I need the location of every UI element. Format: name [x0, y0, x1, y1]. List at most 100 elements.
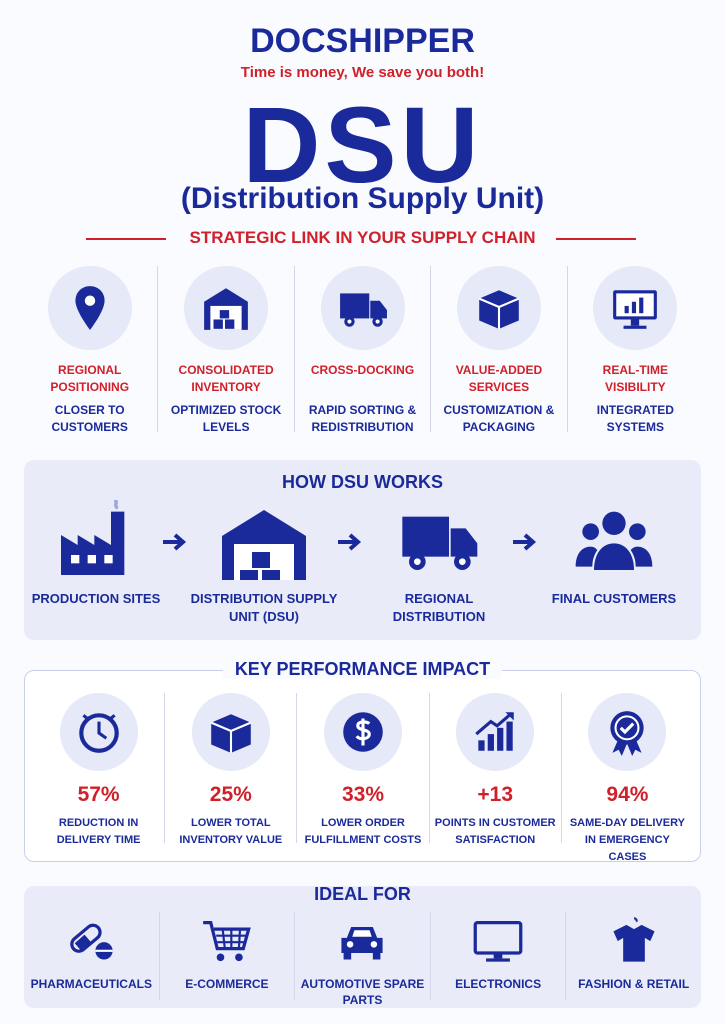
icon-shape: [371, 941, 378, 948]
industry-label: FASHION & RETAIL: [578, 977, 690, 991]
icon-shape: [414, 558, 421, 565]
icon-circle: [456, 693, 535, 771]
step-label: PRODUCTION SITES: [31, 591, 161, 606]
icon-shape: [78, 713, 119, 753]
feature: VALUE-ADDED SERVICES CUSTOMIZATION & PACK…: [430, 266, 566, 434]
step: PRODUCTION SITES: [21, 500, 171, 608]
arrow: [513, 533, 537, 551]
industry-label: E-COMMERCE: [185, 977, 269, 991]
icon: [343, 712, 383, 752]
title: DSU: [242, 84, 483, 205]
icon-shape: [478, 297, 520, 329]
impact-item: 94% SAME-DAY DELIVERY IN EMERGENCY CASES: [560, 693, 693, 863]
icon-shape: [624, 305, 630, 314]
icon-shape: [639, 297, 644, 314]
tagline: Time is money, We save you both!: [240, 64, 485, 81]
icon-shape: [113, 500, 119, 510]
impact-value: 57%: [77, 783, 120, 806]
icon-shape: [210, 721, 251, 753]
icon: [613, 290, 658, 329]
feature: CROSS-DOCKING RAPID SORTING & REDISTRIBUT…: [293, 266, 430, 434]
rule: [86, 238, 166, 240]
panel-heading: KEY PERFORMANCE IMPACT: [25, 659, 700, 680]
icon-circle: [588, 693, 667, 771]
icon-shape: [614, 715, 640, 741]
arrow: [338, 533, 362, 551]
icon: [204, 288, 248, 330]
icon-shape: [594, 543, 634, 570]
industry: ELECTRONICS: [429, 912, 566, 1000]
icon-circle: [320, 266, 405, 350]
icon-shape: [87, 555, 96, 564]
icon: [210, 714, 251, 753]
impact-value: 94%: [606, 783, 649, 806]
icon: [613, 917, 655, 962]
icon-shape: [582, 523, 599, 540]
icon-shape: [352, 930, 373, 937]
icon-shape: [70, 923, 102, 953]
industry-label: AUTOMOTIVE SPARE PARTS: [300, 977, 425, 1007]
icon-shape: [630, 546, 653, 567]
step-label: REGIONAL DISTRIBUTION: [392, 591, 486, 624]
icon-shape: [620, 722, 635, 735]
feature: REAL-TIME VISIBILITY INTEGRATED SYSTEMS: [566, 266, 703, 434]
impact-value: 25%: [209, 783, 252, 806]
step-label: FINAL CUSTOMERS: [551, 591, 677, 606]
icon-shape: [632, 301, 637, 314]
icon-shape: [252, 552, 270, 568]
icon-shape: [219, 310, 230, 319]
icon-shape: [214, 928, 249, 949]
feature-title: REAL-TIME VISIBILITY: [602, 363, 668, 394]
icon-shape: [459, 558, 466, 565]
icon-circle: [456, 266, 541, 350]
icon-shape: [493, 953, 503, 959]
impact-text: POINTS IN CUSTOMER SATISFACTION: [434, 817, 556, 846]
icon-shape: [235, 953, 243, 962]
icon-circle: [324, 693, 402, 771]
icon: [402, 516, 478, 570]
industry: E-COMMERCE: [158, 912, 295, 1000]
feature-text: OPTIMIZED STOCK LEVELS: [170, 403, 282, 434]
icon-shape: [478, 740, 485, 751]
icon: [473, 921, 523, 962]
industry-label: ELECTRONICS: [455, 977, 542, 991]
icon-shape: [450, 528, 478, 557]
panel-heading: HOW DSU WORKS: [282, 472, 443, 492]
icon-shape: [75, 286, 105, 330]
feature-text: CUSTOMIZATION & PACKAGING: [443, 403, 555, 434]
icon-circle: [184, 266, 269, 350]
icon: [475, 712, 514, 751]
icon-shape: [240, 570, 258, 580]
feature-title: CONSOLIDATED INVENTORY: [178, 363, 274, 394]
icon-shape: [61, 511, 125, 575]
icon-circle: [593, 266, 678, 350]
icon-shape: [104, 555, 113, 564]
icon-shape: [369, 300, 387, 319]
icon-shape: [347, 941, 354, 948]
ideal-row: PHARMACEUTICALS E-COMMERCE AUTOMOTIVE SPAR…: [24, 912, 701, 1007]
icon-shape: [213, 319, 223, 329]
logo: DOCSHIPPER: [250, 22, 475, 60]
arrow-shape: [338, 533, 362, 551]
icon-circle: [191, 693, 270, 771]
icon: [61, 500, 125, 575]
subtitle: (Distribution Supply Unit): [180, 182, 545, 215]
industry: FASHION & RETAIL: [565, 912, 701, 1000]
icon-shape: [75, 934, 92, 951]
icon-shape: [629, 523, 646, 540]
icon-shape: [633, 917, 638, 923]
icon: [70, 923, 113, 960]
impact-text: SAME-DAY DELIVERY IN EMERGENCY CASES: [569, 817, 685, 863]
impact-item: 57% REDUCTION IN DELIVERY TIME: [33, 693, 164, 846]
ideal-panel: IDEAL FOR PHARMACEUTICALS E-COMMERCE AUTOM…: [24, 884, 701, 1008]
icon: [575, 511, 653, 570]
icon-shape: [497, 727, 504, 751]
icon-shape: [346, 319, 352, 324]
icon: [222, 510, 306, 580]
icon: [341, 927, 384, 960]
icon-shape: [373, 953, 381, 960]
impact-item: 33% LOWER ORDER FULFILLMENT COSTS: [296, 693, 428, 846]
industry-label: PHARMACEUTICALS: [30, 977, 152, 991]
feature-title: VALUE-ADDED SERVICES: [455, 363, 543, 394]
